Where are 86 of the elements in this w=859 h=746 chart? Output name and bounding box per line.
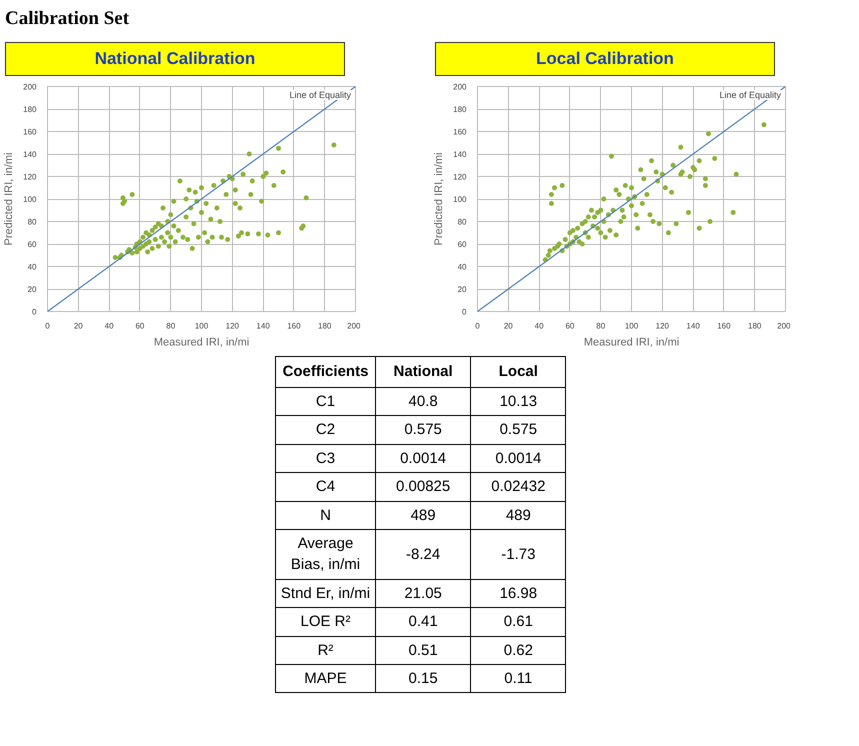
y-tick-label: 200 — [453, 82, 468, 92]
x-tick-label: 160 — [717, 322, 732, 331]
category-label: National — [376, 356, 471, 388]
x-tick-label: 200 — [777, 322, 792, 331]
category-label: Local — [470, 356, 566, 388]
text: 0.62 — [504, 642, 533, 659]
y-tick-label: 140 — [23, 150, 38, 160]
y-tick-label: 40 — [28, 262, 38, 272]
x-tick-label: 160 — [287, 322, 302, 331]
category-label: C1 — [316, 392, 336, 410]
text: 0.51 — [408, 642, 438, 659]
chart-title: Local Calibration — [435, 42, 775, 76]
text: 0.61 — [504, 613, 533, 630]
text: 0.0014 — [400, 450, 446, 467]
y-axis-title: Predicted IRI, in/mi — [433, 152, 446, 246]
y-tick-label: 160 — [453, 128, 468, 137]
chart-title: National Calibration — [5, 42, 345, 76]
y-tick-label: 0 — [32, 308, 38, 317]
x-tick-label: 140 — [256, 322, 270, 331]
text: 0.0014 — [495, 450, 542, 467]
y-tick-label: 180 — [453, 105, 468, 114]
y-tick-label: 80 — [28, 218, 38, 227]
x-tick-label: 0 — [45, 322, 50, 331]
y-tick-label: 20 — [458, 285, 468, 294]
x-axis-title: Measured IRI, in/mi — [154, 336, 250, 349]
x-tick-label: 200 — [347, 322, 362, 331]
x-tick-label: 180 — [748, 322, 762, 331]
category-label: Stnd Er, in/mi — [280, 584, 370, 602]
y-tick-label: 140 — [453, 150, 468, 160]
series-label: Line of Equality — [719, 90, 781, 100]
x-tick-label: 20 — [74, 322, 84, 331]
text: 0.15 — [408, 670, 438, 688]
text: 16.98 — [500, 584, 538, 602]
category-label: Average Bias, in/mi — [290, 534, 360, 574]
category-label: C3 — [316, 450, 336, 467]
x-tick-label: 140 — [686, 322, 700, 331]
y-tick-label: 120 — [23, 172, 38, 182]
x-tick-label: 60 — [135, 322, 145, 331]
x-tick-label: 80 — [166, 322, 176, 331]
category-label: R² — [318, 642, 334, 659]
y-tick-label: 80 — [458, 218, 468, 227]
x-tick-label: 100 — [624, 322, 639, 331]
y-tick-label: 60 — [28, 240, 38, 250]
y-tick-label: 160 — [23, 128, 38, 137]
text: -1.73 — [501, 546, 536, 563]
x-tick-label: 80 — [596, 322, 606, 331]
text: -8.24 — [406, 546, 440, 563]
category-label: LOE R² — [300, 613, 350, 630]
category-label: MAPE — [304, 670, 347, 688]
x-tick-label: 40 — [104, 322, 114, 331]
y-tick-label: 100 — [453, 195, 468, 204]
category-label: C4 — [316, 478, 336, 496]
y-tick-label: 0 — [462, 308, 468, 317]
category-label: Coefficients — [276, 356, 376, 388]
text: 0.02432 — [491, 478, 546, 496]
y-axis-title: Predicted IRI, in/mi — [3, 152, 16, 246]
x-tick-label: 40 — [534, 322, 544, 331]
x-axis-title: Measured IRI, in/mi — [584, 336, 680, 349]
y-tick-label: 200 — [23, 82, 38, 92]
text: 40.8 — [408, 392, 438, 410]
text: 489 — [410, 506, 436, 524]
y-tick-label: 60 — [458, 240, 468, 250]
x-tick-label: 120 — [226, 322, 240, 331]
series-label: Line of Equality — [289, 90, 351, 100]
text: 21.05 — [404, 584, 442, 602]
y-tick-label: 40 — [458, 262, 468, 272]
y-tick-label: 100 — [23, 195, 38, 204]
text: 0.575 — [500, 421, 538, 438]
category-label: N — [320, 506, 331, 524]
x-tick-label: 60 — [565, 322, 575, 331]
x-tick-label: 0 — [475, 322, 480, 331]
text: 10.13 — [500, 392, 538, 410]
text: Calibration Set — [5, 7, 130, 31]
y-tick-label: 20 — [28, 285, 38, 294]
x-tick-label: 20 — [504, 322, 514, 331]
x-tick-label: 120 — [656, 322, 670, 331]
x-tick-label: 100 — [194, 322, 209, 331]
x-tick-label: 180 — [318, 322, 332, 331]
text: 0.575 — [404, 421, 442, 438]
text: 0.00825 — [396, 478, 450, 496]
text: 0.11 — [504, 670, 532, 688]
y-tick-label: 120 — [453, 172, 468, 182]
y-tick-label: 180 — [23, 105, 38, 114]
text: 0.41 — [408, 613, 438, 630]
category-label: C2 — [316, 421, 336, 438]
text: 489 — [506, 506, 531, 524]
